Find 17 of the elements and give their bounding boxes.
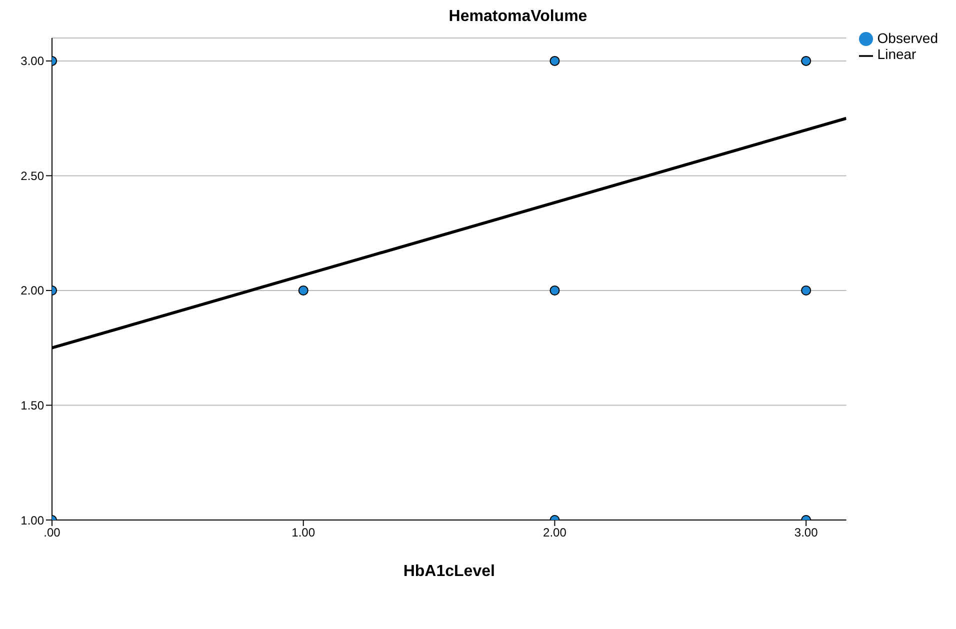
point <box>801 285 812 296</box>
point <box>550 285 560 296</box>
x-tick-label: 3.00 <box>794 526 818 540</box>
legend-label: Linear <box>877 46 916 62</box>
y-tick-label: 1.50 <box>20 398 44 412</box>
chart-title: HematomaVolume <box>448 8 588 27</box>
x-tick-label: .00 <box>44 526 61 540</box>
point <box>550 56 560 66</box>
x-tick-label: 2.00 <box>543 526 567 540</box>
legend-label: Observed <box>877 30 938 46</box>
point <box>801 56 812 66</box>
y-tick-label: 2.00 <box>20 284 44 298</box>
y-tick-label: 2.50 <box>20 168 44 183</box>
y-tick-label: 1.00 <box>20 513 44 528</box>
y-tick-label: 3.00 <box>20 54 44 68</box>
x-tick-label: 1.00 <box>292 526 316 540</box>
x-axis-title: HbA1cLevel <box>403 563 495 580</box>
